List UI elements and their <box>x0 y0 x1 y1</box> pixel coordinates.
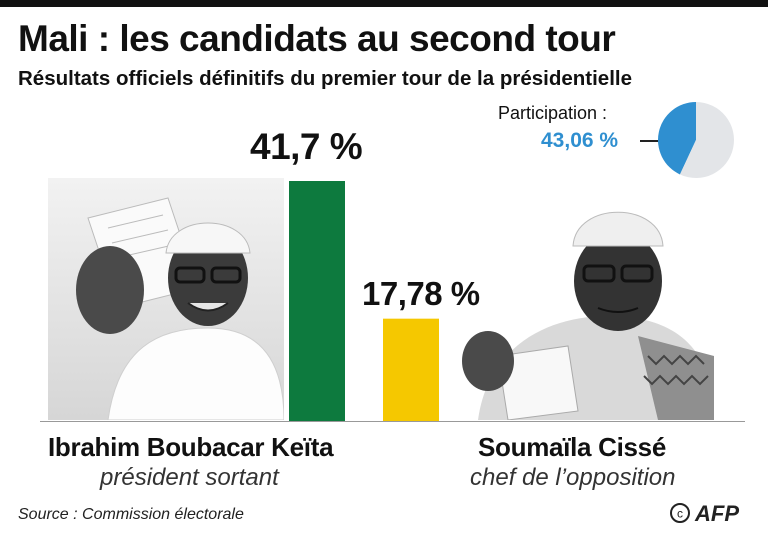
pie-slice-abstention <box>679 102 734 178</box>
bar-label-ibk: 41,7 % <box>250 126 363 167</box>
svg-text:AFP: AFP <box>694 501 739 526</box>
svg-text:c: c <box>677 507 683 521</box>
bar-ibk <box>289 181 345 421</box>
chart-subtitle: Résultats officiels définitifs du premie… <box>18 67 632 90</box>
bar-label-cisse: 17,78 % <box>362 275 480 312</box>
pie-slice-participation <box>658 102 696 175</box>
participation-pie <box>658 102 734 178</box>
candidate-name-cisse: Soumaïla Cissé <box>478 432 666 462</box>
source-note: Source : Commission électorale <box>18 506 244 523</box>
cisse-photo-icon <box>458 186 714 420</box>
participation-label: Participation : <box>498 103 608 123</box>
bar-cisse <box>383 318 439 421</box>
ibk-photo-icon <box>48 178 284 420</box>
top-rule <box>0 0 768 7</box>
candidate-role-ibk: président sortant <box>100 464 279 491</box>
afp-logo-icon: c AFP <box>669 500 753 526</box>
chart-title: Mali : les candidats au second tour <box>18 18 616 59</box>
candidate-name-ibk: Ibrahim Boubacar Keïta <box>48 432 334 462</box>
candidate-role-cisse: chef de l’opposition <box>470 464 676 491</box>
participation-value: 43,06 % <box>541 129 619 152</box>
